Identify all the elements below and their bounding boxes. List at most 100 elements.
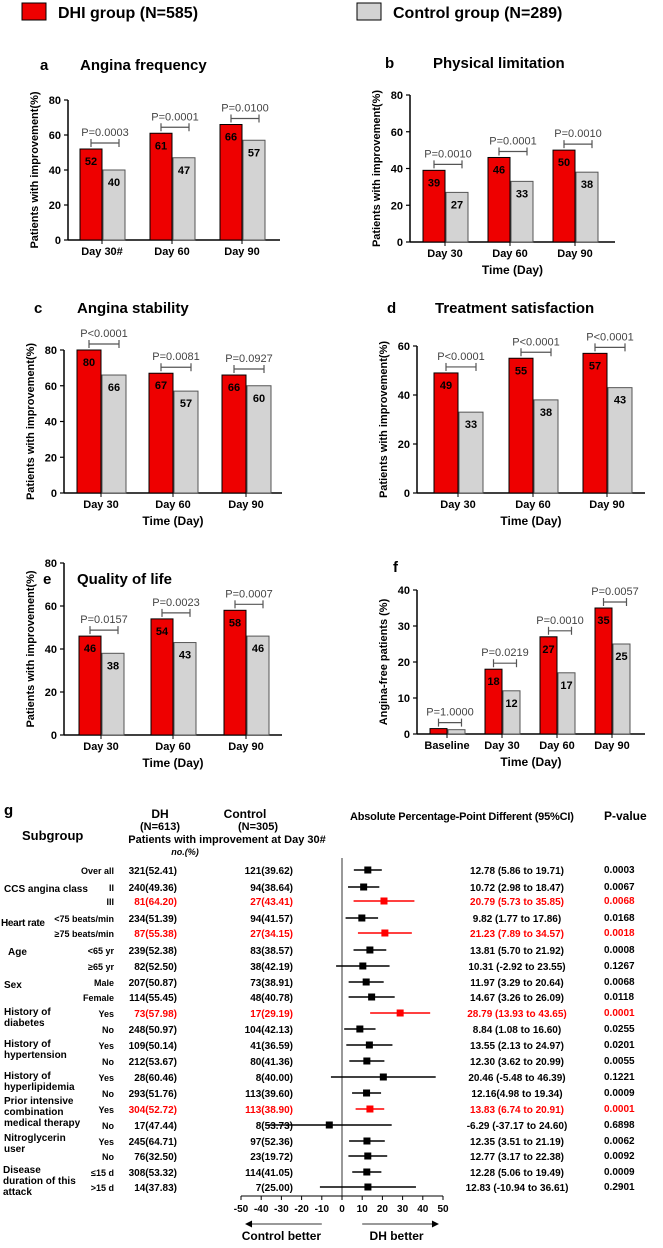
y-tick-label: 10 bbox=[398, 693, 410, 705]
subgroup-category: Disease bbox=[3, 1165, 41, 1176]
arrow-left-icon bbox=[245, 1220, 253, 1228]
y-axis-label: Patients with improvement(%) bbox=[378, 341, 390, 498]
bar-dhi bbox=[552, 149, 576, 243]
bar-control bbox=[101, 652, 125, 736]
panel-a: a Angina frequency 0 20 40 60 80 Patients with … bbox=[29, 57, 280, 258]
p-value-bracket bbox=[594, 343, 626, 352]
forest-row: II 240(49.36) 94(38.64) 10.72 (2.98 to 18.4… bbox=[109, 882, 635, 894]
bar-control bbox=[557, 672, 576, 735]
bar-dhi bbox=[79, 148, 103, 241]
point-estimate bbox=[360, 883, 368, 891]
point-estimate bbox=[363, 1137, 371, 1145]
p-value: 0.0168 bbox=[604, 913, 635, 924]
bar-dhi bbox=[484, 668, 503, 735]
forest-row: <75 beats/min 234(51.39) 94(41.57) 9.82 (1.… bbox=[54, 913, 635, 925]
y-tick-label: 80 bbox=[49, 95, 61, 107]
point-estimate bbox=[366, 946, 374, 954]
p-value: 0.0001 bbox=[604, 1104, 635, 1115]
difference-ci: 21.23 (7.89 to 34.57) bbox=[470, 929, 564, 940]
x-tick-label: Day 60 bbox=[154, 246, 189, 258]
bar-label-dhi: 54 bbox=[156, 626, 169, 638]
y-tick-label: 80 bbox=[391, 90, 403, 102]
difference-ci: 20.79 (5.73 to 35.85) bbox=[470, 897, 564, 908]
point-estimate bbox=[364, 1152, 372, 1160]
subgroup-label: <75 beats/min bbox=[54, 914, 114, 924]
x-tick-label: Day 90 bbox=[557, 248, 592, 260]
bar-label-dhi: 46 bbox=[84, 643, 96, 655]
x-tick-label: Day 90 bbox=[228, 741, 263, 753]
dh-value: 293(51.76) bbox=[129, 1089, 177, 1100]
control-value: 73(38.91) bbox=[250, 978, 293, 989]
x-tick-label: -10 bbox=[315, 1204, 330, 1215]
p-value-bracket bbox=[234, 600, 264, 609]
x-tick-label: Baseline bbox=[424, 740, 469, 752]
p-value-label: P=0.0010 bbox=[536, 615, 583, 627]
panel-letter: c bbox=[34, 300, 42, 317]
control-value: 94(41.57) bbox=[250, 914, 293, 925]
dh-value: 82(52.50) bbox=[134, 962, 177, 973]
bar-label-control: 57 bbox=[180, 398, 192, 410]
header-unit: no.(%) bbox=[171, 847, 199, 857]
p-value-bracket bbox=[230, 114, 260, 123]
p-value-label: P=0.0023 bbox=[152, 597, 199, 609]
forest-row: ≥75 beats/min 87(55.38) 27(34.15) 21.23 (7.… bbox=[55, 928, 635, 940]
forest-row: Female 114(55.45) 48(40.78) 14.67 (3.26 to … bbox=[83, 992, 635, 1004]
bar-control bbox=[246, 635, 270, 736]
header-patients: Patients with improvement at Day 30# bbox=[128, 834, 325, 846]
p-value-bracket bbox=[89, 626, 119, 635]
bar-label-dhi: 49 bbox=[440, 380, 452, 392]
difference-ci: 13.81 (5.70 to 21.92) bbox=[470, 946, 564, 957]
p-value: 0.6898 bbox=[604, 1120, 635, 1131]
bar-dhi bbox=[149, 132, 173, 241]
dh-value: 212(53.67) bbox=[129, 1057, 177, 1068]
p-value-bracket bbox=[160, 363, 192, 372]
x-tick-label: Day 60 bbox=[492, 248, 527, 260]
bar-control bbox=[445, 191, 469, 243]
dh-value: 207(50.87) bbox=[129, 978, 177, 989]
subgroup-label: No bbox=[102, 1089, 114, 1099]
subgroup-category: combination bbox=[4, 1107, 63, 1118]
difference-ci: 12.28 (5.06 to 19.49) bbox=[470, 1168, 564, 1179]
difference-ci: 12.77 (3.17 to 22.38) bbox=[470, 1152, 564, 1163]
x-tick-label: -50 bbox=[234, 1204, 249, 1215]
p-value: 0.0055 bbox=[604, 1056, 635, 1067]
bar-label-dhi: 35 bbox=[597, 615, 609, 627]
subgroup-category: Sex bbox=[4, 980, 22, 991]
x-tick-label: Day 30 bbox=[83, 499, 118, 511]
x-axis-label: Time (Day) bbox=[482, 263, 543, 277]
forest-row: Yes 109(50.14) 41(36.59) 13.55 (2.13 to 24.… bbox=[98, 1040, 635, 1052]
bar-control bbox=[102, 169, 126, 241]
difference-ci: 14.67 (3.26 to 26.09) bbox=[470, 993, 564, 1004]
x-label-dh-better: DH better bbox=[370, 1229, 424, 1243]
forest-row: No 248(50.97) 104(42.13) 8.84 (1.08 to 16.6… bbox=[102, 1024, 635, 1036]
y-tick-label: 80 bbox=[45, 345, 57, 357]
panel-title: Quality of life bbox=[77, 571, 172, 588]
subgroup-label: III bbox=[106, 897, 114, 907]
forest-row: ≤15 d 308(53.32) 114(41.05) 12.28 (5.06 to … bbox=[91, 1167, 635, 1179]
difference-ci: 13.55 (2.13 to 24.97) bbox=[470, 1041, 564, 1052]
p-value-bracket bbox=[233, 365, 265, 374]
arrow-right-icon bbox=[431, 1220, 439, 1228]
control-value: 48(40.78) bbox=[250, 993, 293, 1004]
x-tick-label: -40 bbox=[254, 1204, 269, 1215]
x-tick-label: Day 60 bbox=[155, 741, 190, 753]
panel-title: Angina stability bbox=[77, 300, 189, 317]
dh-value: 81(64.20) bbox=[134, 897, 177, 908]
dh-value: 248(50.97) bbox=[129, 1025, 177, 1036]
subgroup-category: duration of this bbox=[3, 1176, 76, 1187]
p-value: 0.1267 bbox=[604, 961, 635, 972]
p-value-label: P=1.0000 bbox=[426, 707, 473, 719]
panel-letter: d bbox=[387, 300, 396, 317]
difference-ci: 10.31 (-2.92 to 23.55) bbox=[468, 962, 565, 973]
bar-label-dhi: 46 bbox=[493, 164, 505, 176]
control-value: 113(39.60) bbox=[245, 1089, 293, 1100]
difference-ci: 13.83 (6.74 to 20.91) bbox=[470, 1105, 564, 1116]
panel-c: c Angina stability 0 20 40 60 80 Patients with … bbox=[25, 300, 282, 528]
y-tick-label: 60 bbox=[45, 381, 57, 393]
p-value-bracket bbox=[160, 123, 190, 132]
y-axis-label: Patients with improvement(%) bbox=[371, 90, 383, 247]
x-tick-label: Day 60 bbox=[539, 740, 574, 752]
bar-label-dhi: 57 bbox=[589, 360, 601, 372]
y-axis-label: Patients with improvement(%) bbox=[25, 570, 37, 727]
